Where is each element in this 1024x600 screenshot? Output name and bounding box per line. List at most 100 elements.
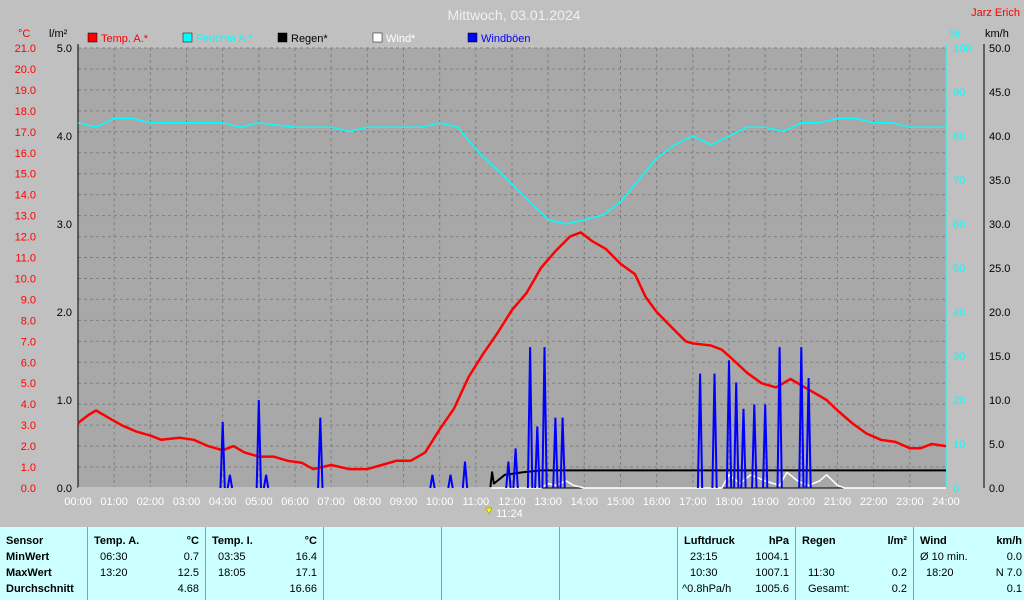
rain-max-time: 11:30 [808, 567, 835, 579]
temp-tick-label: 2.0 [21, 441, 36, 453]
humidity-tick-label: 70 [953, 175, 965, 187]
temp-tick-label: 1.0 [21, 462, 36, 474]
temp-tick-label: 0.0 [21, 483, 36, 495]
wind-max-value: N 7.0 [995, 567, 1022, 579]
x-tick-label: 04:00 [209, 496, 237, 508]
series-line-tempa [77, 231, 947, 471]
gust-spike [219, 421, 226, 489]
x-tick-label: 06:00 [281, 496, 309, 508]
humidity-tick-label: 90 [953, 87, 965, 99]
x-tick-label: 08:00 [354, 496, 382, 508]
gust-spike [526, 347, 534, 489]
legend-label: Feuchte A.* [196, 33, 254, 45]
temp-tick-label: 11.0 [15, 253, 36, 265]
sensor-column: Sensor MinWert MaxWert Durchschnitt [0, 527, 88, 600]
rain-tick-label: 3.0 [57, 219, 72, 231]
rain-tick-label: 4.0 [57, 131, 72, 143]
gust-spike [534, 426, 541, 489]
temp-tick-label: 18.0 [15, 106, 36, 118]
rain-total-label: Gesamt: [808, 583, 850, 595]
gust-spike [447, 474, 454, 489]
gust-spike [740, 408, 747, 489]
pressure-column: Luftdruck hPa 23:15 1004.1 10:30 1007.1 … [678, 527, 796, 600]
temp-tick-label: 3.0 [21, 420, 36, 432]
temp-i-min-value: 16.4 [295, 551, 317, 563]
legend-swatch [372, 32, 383, 43]
x-tick-label: 15:00 [607, 496, 635, 508]
wind-avg10-label: Ø 10 min. [920, 551, 968, 563]
temp-tick-label: 4.0 [21, 399, 36, 411]
temp-tick-label: 16.0 [15, 148, 36, 160]
x-tick-label: 11:00 [462, 496, 489, 508]
x-tick-label: 20:00 [788, 496, 816, 508]
temp-a-avg-value: 4.68 [177, 583, 199, 595]
pressure-min-time: 23:15 [690, 551, 718, 563]
rain-header: Regen [802, 535, 836, 547]
humidity-tick-label: 50 [953, 263, 965, 275]
wind-tick-label: 5.0 [989, 439, 1004, 451]
temp-tick-label: 10.0 [15, 273, 36, 285]
wind-tick-label: 20.0 [989, 307, 1010, 319]
humidity-tick-label: 0 [953, 483, 959, 495]
wind-max-time: 18:20 [926, 567, 954, 579]
temp-tick-label: 19.0 [15, 85, 36, 97]
series-layer [77, 117, 947, 489]
temp-tick-label: 21.0 [15, 43, 36, 55]
gust-spike [725, 360, 733, 489]
pressure-header: Luftdruck [684, 535, 735, 547]
temp-tick-label: 12.0 [15, 232, 36, 244]
gust-spike [559, 417, 566, 489]
temp-i-unit: °C [304, 535, 317, 547]
legend-swatch [277, 32, 288, 43]
rain-column: Regen l/m² 11:30 0.2 Gesamt: 0.2 [796, 527, 914, 600]
wind-tick-label: 50.0 [989, 43, 1010, 55]
x-tick-label: 12:00 [498, 496, 526, 508]
gust-spike [255, 399, 262, 489]
x-tick-label: 10:00 [426, 496, 454, 508]
legend-swatch [467, 32, 478, 43]
gust-spike [505, 461, 512, 489]
temp-tick-label: 7.0 [21, 336, 36, 348]
temp-a-max-value: 12.5 [177, 567, 199, 579]
wind-tick-label: 40.0 [989, 131, 1010, 143]
row-label-min: MinWert [6, 551, 50, 563]
humidity-tick-label: 20 [953, 395, 965, 407]
temp-a-column: Temp. A. °C 06:30 0.7 13:20 12.5 4.68 [88, 527, 206, 600]
pressure-unit: hPa [768, 535, 789, 547]
temp-tick-label: 20.0 [15, 64, 36, 76]
x-tick-label: 21:00 [824, 496, 852, 508]
x-tick-label: 07:00 [317, 496, 345, 508]
x-tick-label: 02:00 [137, 496, 165, 508]
temp-i-max-value: 17.1 [295, 567, 317, 579]
legend: Temp. A.* Feuchte A.* Regen* Wind* Windböen [87, 32, 531, 45]
gust-spike [798, 347, 805, 489]
x-tick-label: 05:00 [245, 496, 273, 508]
x-tick-label: 23:00 [896, 496, 924, 508]
x-tick-label: 17:00 [679, 496, 707, 508]
pressure-trend: ^0.8hPa/h [682, 583, 732, 595]
x-tick-label: 03:00 [173, 496, 201, 508]
sensor-header: Sensor [6, 535, 44, 547]
temp-tick-label: 8.0 [21, 315, 36, 327]
gust-spike [776, 347, 783, 489]
temp-i-min-time: 03:35 [218, 551, 246, 563]
humidity-tick-label: 40 [953, 307, 965, 319]
x-tick-label: 01:00 [100, 496, 128, 508]
temp-tick-label: 14.0 [15, 190, 36, 202]
legend-label: Windböen [481, 33, 531, 45]
author-label: Jarz Erich [971, 7, 1020, 19]
x-tick-label: 14:00 [571, 496, 599, 508]
series-line-wind [78, 471, 946, 489]
rain-tick-label: 5.0 [57, 43, 72, 55]
pressure-min-value: 1004.1 [755, 551, 789, 563]
temp-tick-label: 6.0 [21, 357, 36, 369]
wind-tick-label: 35.0 [989, 175, 1010, 187]
wind-avg-value: 0.1 [1006, 583, 1022, 595]
gust-spike [696, 373, 704, 489]
legend-swatch [182, 32, 193, 43]
x-tick-label: 09:00 [390, 496, 418, 508]
pressure-max-time: 10:30 [690, 567, 718, 579]
temp-unit-label: °C [18, 28, 30, 40]
x-tick-label: 16:00 [643, 496, 671, 508]
wind-unit-label: km/h [985, 28, 1009, 40]
